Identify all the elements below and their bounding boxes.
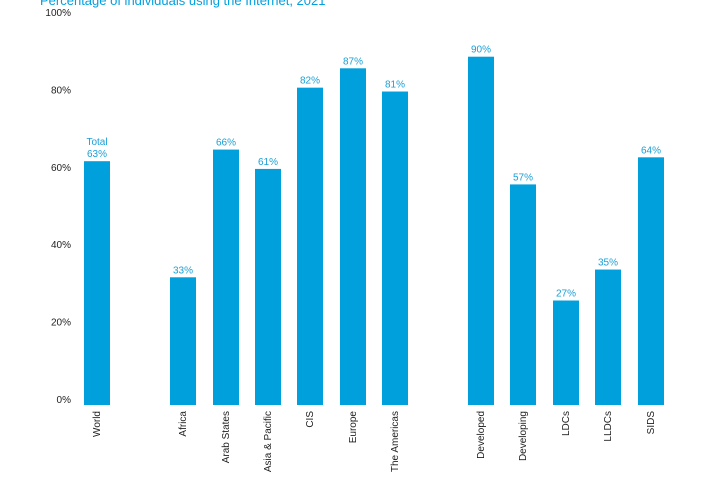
bar-cis	[297, 87, 323, 405]
bar-developed	[468, 56, 494, 405]
x-tick-label-sids: SIDS	[646, 411, 657, 435]
data-label-sids: 64%	[641, 145, 661, 156]
data-label-europe: 87%	[343, 56, 363, 67]
data-label-cis: 82%	[300, 76, 320, 87]
y-tick-label: 60%	[51, 163, 71, 174]
bar-asia-pacific	[255, 168, 281, 405]
y-tick-label: 100%	[45, 8, 71, 19]
x-axis: World Africa Arab States Asia & Pacific CIS E…	[92, 411, 657, 473]
data-label-lldcs: 35%	[598, 258, 618, 269]
data-label-developing: 57%	[513, 172, 533, 183]
data-label-the-americas: 81%	[385, 80, 405, 91]
x-tick-label-europe: Europe	[348, 411, 359, 444]
data-label-world: 63%	[87, 149, 107, 160]
x-tick-label-cis: CIS	[305, 411, 316, 428]
bars	[84, 56, 664, 405]
chart-title: Percentage of individuals using the Inte…	[40, 0, 326, 8]
y-tick-label: 20%	[51, 318, 71, 329]
x-tick-label-asia-pacific: Asia & Pacific	[263, 411, 274, 472]
data-label-arab-states: 66%	[216, 138, 236, 149]
data-label-ldcs: 27%	[556, 289, 576, 300]
x-tick-label-developing: Developing	[518, 411, 529, 461]
data-label-prefix: Total	[86, 137, 107, 148]
bar-arab-states	[213, 149, 239, 405]
y-tick-label: 40%	[51, 240, 71, 251]
x-tick-label-ldcs: LDCs	[561, 411, 572, 436]
bar-sids	[638, 157, 664, 405]
x-tick-label-the-americas: The Americas	[390, 411, 401, 472]
x-tick-label-africa: Africa	[178, 411, 189, 437]
bar-ldcs	[553, 300, 579, 405]
data-label-africa: 33%	[173, 265, 193, 276]
x-tick-label-world: World	[92, 411, 103, 437]
x-tick-label-arab-states: Arab States	[221, 411, 232, 463]
bar-the-americas	[382, 91, 408, 405]
bar-europe	[340, 68, 366, 405]
bar-lldcs	[595, 269, 621, 405]
x-tick-label-developed: Developed	[476, 411, 487, 459]
bar-developing	[510, 184, 536, 405]
data-labels: 63%Total 33% 66% 61% 82% 87% 81% 90% 57% 27% 35% 64…	[86, 45, 661, 300]
bar-africa	[170, 277, 196, 405]
y-axis: 0% 20% 40% 60% 80% 100%	[45, 8, 71, 406]
y-tick-label: 0%	[57, 395, 72, 406]
data-label-developed: 90%	[471, 45, 491, 56]
x-tick-label-lldcs: LLDCs	[603, 411, 614, 442]
data-label-asia-pacific: 61%	[258, 157, 278, 168]
bar-world	[84, 161, 110, 405]
y-tick-label: 80%	[51, 85, 71, 96]
